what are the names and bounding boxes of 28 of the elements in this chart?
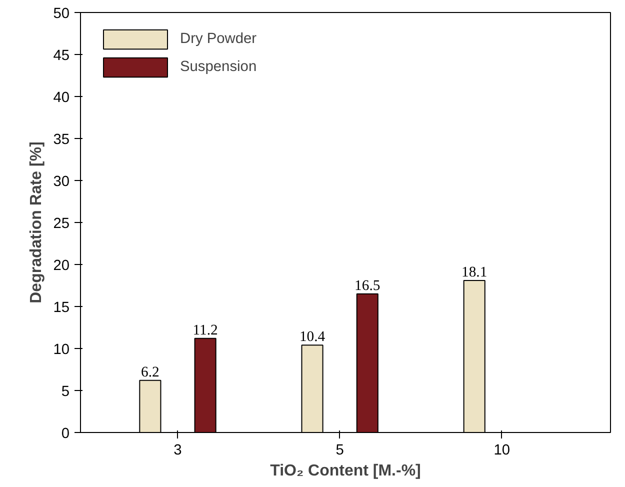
data-label: 10.4 (299, 329, 326, 346)
bar (194, 338, 216, 432)
bar (356, 293, 378, 432)
legend-label: Suspension (180, 59, 257, 75)
data-label: 6.2 (141, 364, 160, 380)
x-axis-title: TiO₂ Content [M.-%] (270, 462, 421, 480)
y-tick-label: 40 (53, 90, 70, 106)
data-label: 18.1 (462, 264, 488, 280)
y-tick-label: 20 (53, 258, 70, 274)
y-tick-label: 45 (53, 48, 70, 64)
y-tick-label: 10 (53, 342, 70, 358)
data-label: 16.5 (354, 278, 380, 294)
y-tick-label: 30 (53, 174, 70, 190)
x-tick-label: 10 (494, 442, 510, 458)
legend-label: Dry Powder (180, 31, 257, 47)
data-label: 11.2 (192, 322, 218, 338)
bar (139, 380, 162, 432)
bar (301, 344, 324, 432)
y-axis-title: Degradation Rate [%] (28, 142, 46, 304)
x-tick-label: 3 (174, 442, 182, 458)
bar (463, 280, 486, 432)
y-tick-label: 0 (61, 426, 70, 442)
y-tick-label: 25 (53, 216, 70, 232)
y-tick-label: 15 (53, 300, 70, 316)
x-tick-label: 5 (336, 442, 344, 458)
y-tick-label: 50 (53, 6, 70, 22)
y-tick-label: 35 (53, 132, 70, 148)
y-tick-label: 5 (61, 384, 70, 400)
